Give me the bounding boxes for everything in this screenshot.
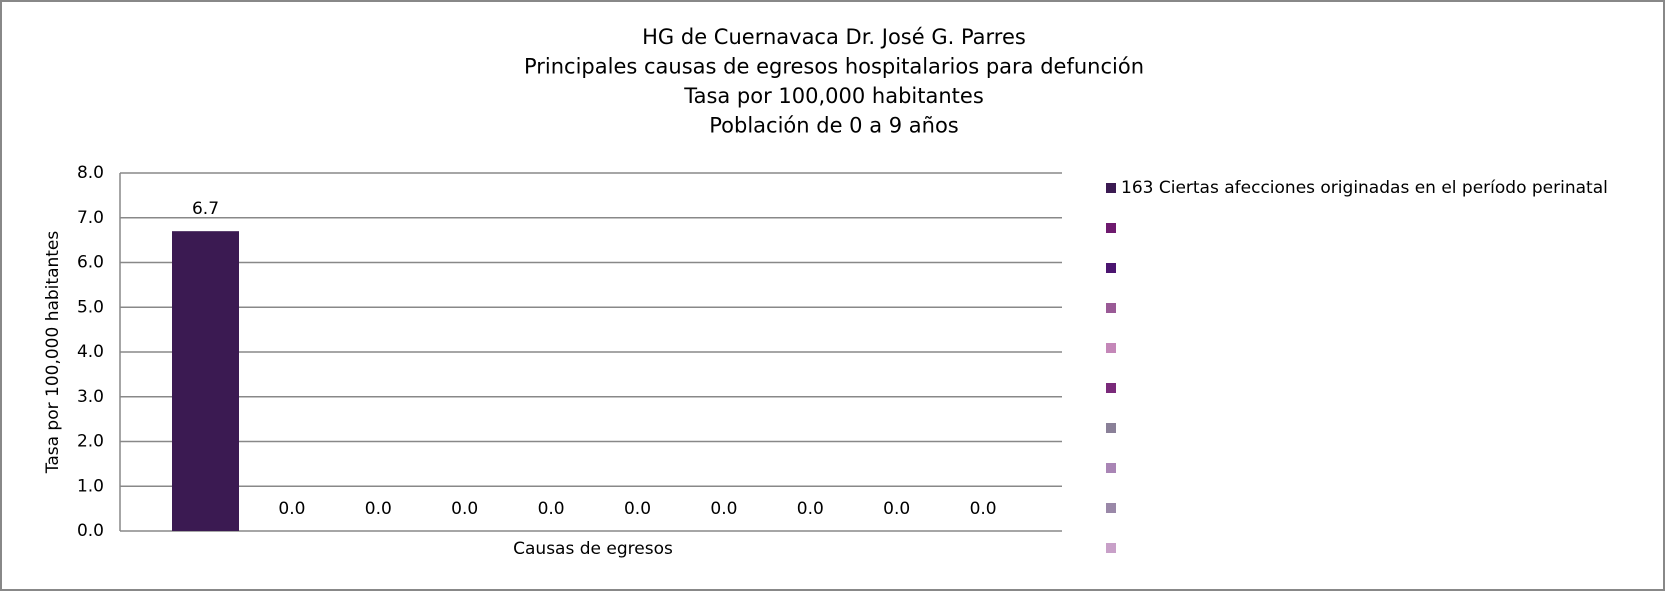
y-tick-label: 6.0 (77, 253, 104, 273)
data-label: 0.0 (278, 499, 305, 519)
y-tick-label: 2.0 (77, 432, 104, 452)
legend-swatch (1106, 463, 1116, 473)
data-label: 6.7 (192, 199, 219, 219)
legend-swatch (1106, 503, 1116, 513)
legend-swatch (1106, 263, 1116, 273)
data-label: 0.0 (538, 499, 565, 519)
data-label: 0.0 (365, 499, 392, 519)
legend-swatch (1106, 183, 1116, 193)
data-label: 0.0 (451, 499, 478, 519)
legend-swatch (1106, 383, 1116, 393)
y-tick-label: 5.0 (77, 297, 104, 317)
y-tick-label: 8.0 (77, 163, 104, 183)
legend-swatch (1106, 303, 1116, 313)
chart-title: HG de Cuernavaca Dr. José G. Parres (642, 25, 1026, 49)
chart-title: Tasa por 100,000 habitantes (683, 84, 984, 108)
y-tick-label: 4.0 (77, 342, 104, 362)
y-tick-label: 7.0 (77, 208, 104, 228)
chart-title: Población de 0 a 9 años (709, 114, 959, 138)
bar (172, 231, 239, 532)
legend-label: 163 Ciertas afecciones originadas en el … (1121, 178, 1608, 198)
y-axis-label: Tasa por 100,000 habitantes (43, 231, 63, 475)
data-label: 0.0 (970, 499, 997, 519)
data-label: 0.0 (624, 499, 651, 519)
data-label: 0.0 (710, 499, 737, 519)
legend-swatch (1106, 423, 1116, 433)
chart-title: Principales causas de egresos hospitalar… (524, 55, 1144, 79)
data-label: 0.0 (797, 499, 824, 519)
legend-swatch (1106, 223, 1116, 233)
data-label: 0.0 (883, 499, 910, 519)
legend-swatch (1106, 543, 1116, 553)
legend-swatch (1106, 343, 1116, 353)
y-tick-label: 0.0 (77, 521, 104, 541)
y-tick-label: 3.0 (77, 387, 104, 407)
x-axis-label: Causas de egresos (513, 539, 673, 559)
y-tick-label: 1.0 (77, 476, 104, 496)
